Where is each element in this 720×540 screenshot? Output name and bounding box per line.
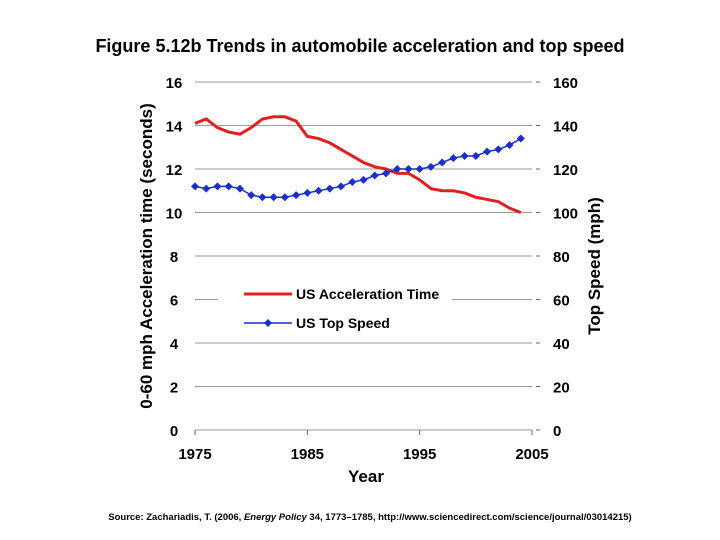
y2-tick-label: 0 [553, 423, 561, 440]
point-marker [325, 184, 334, 193]
series-line [194, 115, 522, 214]
source-text: Source: Zachariadis, T. (2006, [108, 512, 244, 523]
point-marker [404, 165, 413, 173]
point-marker [426, 162, 435, 171]
y-tick-label: 10 [166, 206, 183, 223]
point-marker [460, 151, 469, 160]
point-marker [415, 165, 424, 173]
point-marker [438, 158, 447, 167]
y2-tick-label: 140 [553, 119, 578, 136]
point-marker [359, 175, 368, 184]
point-marker [258, 193, 267, 202]
y2-tick-label: 40 [553, 336, 570, 353]
x-tick-label: 1985 [291, 446, 324, 463]
legend-marker [264, 319, 272, 327]
point-marker [269, 193, 278, 202]
y-axis-label: 0-60 mph Acceleration time (seconds) [137, 103, 156, 408]
series-line [194, 137, 522, 199]
point-marker [303, 188, 312, 197]
y2-tick-label: 60 [553, 293, 570, 310]
point-marker [494, 145, 503, 154]
y-tick-label: 6 [170, 293, 178, 310]
point-marker [370, 171, 379, 180]
point-marker [449, 154, 458, 163]
y-tick-label: 4 [170, 336, 179, 353]
point-marker [314, 186, 323, 195]
source-note: Source: Zachariadis, T. (2006, Energy Po… [108, 512, 631, 523]
y-tick-label: 0 [170, 423, 178, 440]
y2-tick-label: 160 [553, 75, 578, 92]
x-axis-label: Year [348, 467, 384, 486]
point-marker [224, 182, 233, 191]
y2-tick-label: 20 [553, 380, 570, 397]
y2-tick-label: 120 [553, 162, 578, 179]
y2-tick-label: 100 [553, 206, 578, 223]
x-tick-label: 1995 [403, 446, 436, 463]
point-marker [292, 191, 301, 200]
legend-label: US Top Speed [296, 315, 390, 331]
x-tick-label: 1975 [178, 446, 211, 463]
point-marker [280, 193, 289, 202]
legend-box [218, 278, 452, 338]
chart-title: Figure 5.12b Trends in automobile accele… [95, 36, 624, 56]
point-marker [516, 134, 525, 143]
point-marker [213, 182, 222, 191]
point-marker [505, 141, 514, 150]
y-tick-label: 14 [166, 119, 183, 136]
point-marker [348, 178, 357, 187]
y-tick-label: 8 [170, 249, 178, 266]
y-tick-label: 2 [170, 380, 178, 397]
x-tick-label: 2005 [515, 446, 548, 463]
y2-tick-label: 80 [553, 249, 570, 266]
point-marker [381, 169, 390, 178]
point-marker [191, 182, 199, 191]
legend-label: US Acceleration Time [296, 286, 439, 302]
legend: US Acceleration Time US Top Speed [218, 278, 452, 338]
point-marker [483, 147, 492, 156]
source-journal: Energy Policy [244, 512, 308, 523]
source-text: 34, 1773–1785, http://www.sciencedirect.… [307, 512, 632, 523]
y-tick-label: 12 [166, 162, 183, 179]
y2-axis-label: Top Speed (mph) [585, 197, 604, 335]
point-marker [337, 182, 346, 191]
point-marker [235, 184, 244, 193]
point-marker [247, 191, 256, 200]
y-tick-label: 16 [166, 75, 183, 92]
point-marker [393, 165, 402, 173]
point-marker [471, 151, 480, 160]
point-marker [202, 184, 211, 193]
